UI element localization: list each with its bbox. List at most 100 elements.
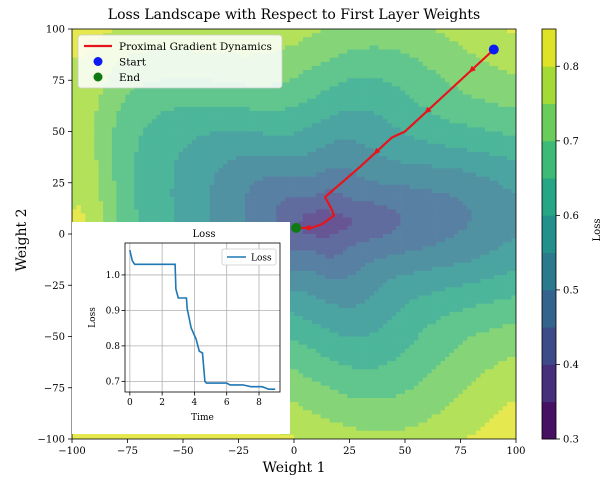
contour-cell xyxy=(458,57,464,63)
contour-cell xyxy=(187,106,193,112)
contour-cell xyxy=(209,184,215,190)
contour-cell xyxy=(484,164,490,169)
contour-cell xyxy=(160,131,166,136)
contour-cell xyxy=(351,45,357,50)
contour-cell xyxy=(218,139,224,145)
contour-cell xyxy=(338,78,344,83)
contour-cell xyxy=(471,197,477,202)
contour-cell xyxy=(471,49,477,54)
contour-cell xyxy=(391,119,397,124)
contour-cell xyxy=(231,119,237,124)
contour-cell xyxy=(418,147,424,153)
contour-cell xyxy=(502,156,508,161)
contour-cell xyxy=(422,106,428,112)
contour-cell xyxy=(143,115,148,120)
contour-cell xyxy=(493,168,499,173)
contour-cell xyxy=(302,94,308,100)
contour-cell xyxy=(254,164,259,169)
contour-cell xyxy=(449,221,455,227)
contour-cell xyxy=(360,180,366,186)
contour-cell xyxy=(369,102,375,108)
contour-cell xyxy=(378,188,384,194)
contour-cell xyxy=(342,172,348,177)
contour-cell xyxy=(360,90,366,95)
contour-cell xyxy=(391,193,397,198)
contour-cell xyxy=(187,172,193,177)
contour-cell xyxy=(489,184,495,190)
contour-cell xyxy=(125,217,131,223)
contour-cell xyxy=(476,57,481,63)
contour-cell xyxy=(227,156,233,161)
contour-cell xyxy=(480,45,486,50)
contour-cell xyxy=(431,37,437,42)
contour-cell xyxy=(147,197,153,202)
contour-cell xyxy=(320,168,326,173)
contour-cell xyxy=(329,86,335,91)
contour-cell xyxy=(342,221,348,227)
contour-cell xyxy=(427,82,432,87)
contour-cell xyxy=(236,123,242,128)
contour-cell xyxy=(453,184,459,190)
contour-cell xyxy=(307,37,313,42)
contour-cell xyxy=(280,115,286,120)
contour-cell xyxy=(493,53,499,59)
contour-cell xyxy=(329,193,335,198)
contour-cell xyxy=(462,160,468,165)
contour-cell xyxy=(502,78,508,83)
contour-cell xyxy=(405,49,410,54)
contour-cell xyxy=(138,168,144,173)
contour-cell xyxy=(160,168,166,173)
contour-cell xyxy=(476,135,481,141)
contour-cell xyxy=(360,213,366,218)
contour-cell xyxy=(511,205,516,210)
contour-cell xyxy=(365,102,370,108)
contour-cell xyxy=(125,135,131,141)
contour-cell xyxy=(245,139,250,145)
contour-cell xyxy=(94,131,99,136)
contour-cell xyxy=(436,106,441,112)
contour-cell xyxy=(218,94,224,100)
contour-cell xyxy=(89,94,95,100)
contour-cell xyxy=(183,90,188,95)
contour-cell xyxy=(511,78,516,83)
contour-cell xyxy=(409,184,415,190)
contour-cell xyxy=(134,119,139,124)
contour-cell xyxy=(125,160,131,165)
contour-cell xyxy=(89,217,95,223)
contour-cell xyxy=(174,86,179,91)
contour-cell xyxy=(342,156,348,161)
contour-cell xyxy=(267,197,273,202)
contour-cell xyxy=(444,106,450,112)
contour-cell xyxy=(191,201,197,206)
contour-cell xyxy=(440,205,446,210)
contour-cell xyxy=(200,160,206,165)
contour-cell xyxy=(214,131,219,136)
contour-cell xyxy=(249,176,255,182)
contour-cell xyxy=(436,90,441,95)
contour-cell xyxy=(285,41,290,46)
contour-cell xyxy=(436,115,441,120)
contour-cell xyxy=(449,147,455,153)
contour-cell xyxy=(453,111,459,116)
contour-cell xyxy=(125,86,131,91)
contour-cell xyxy=(422,37,428,42)
contour-cell xyxy=(453,65,459,71)
contour-cell xyxy=(356,102,361,108)
contour-cell xyxy=(222,209,228,214)
contour-cell xyxy=(489,74,495,79)
contour-cell xyxy=(427,37,432,42)
contour-cell xyxy=(311,209,317,214)
contour-cell xyxy=(405,188,410,194)
contour-cell xyxy=(174,188,179,194)
contour-cell xyxy=(151,98,157,104)
contour-cell xyxy=(431,70,437,75)
contour-cell xyxy=(280,168,286,173)
contour-cell xyxy=(333,33,339,38)
contour-cell xyxy=(151,176,157,182)
contour-cell xyxy=(249,164,255,169)
contour-cell xyxy=(298,197,304,202)
contour-cell xyxy=(409,65,415,71)
contour-cell xyxy=(458,119,464,124)
contour-cell xyxy=(271,131,277,136)
contour-cell xyxy=(294,78,299,83)
